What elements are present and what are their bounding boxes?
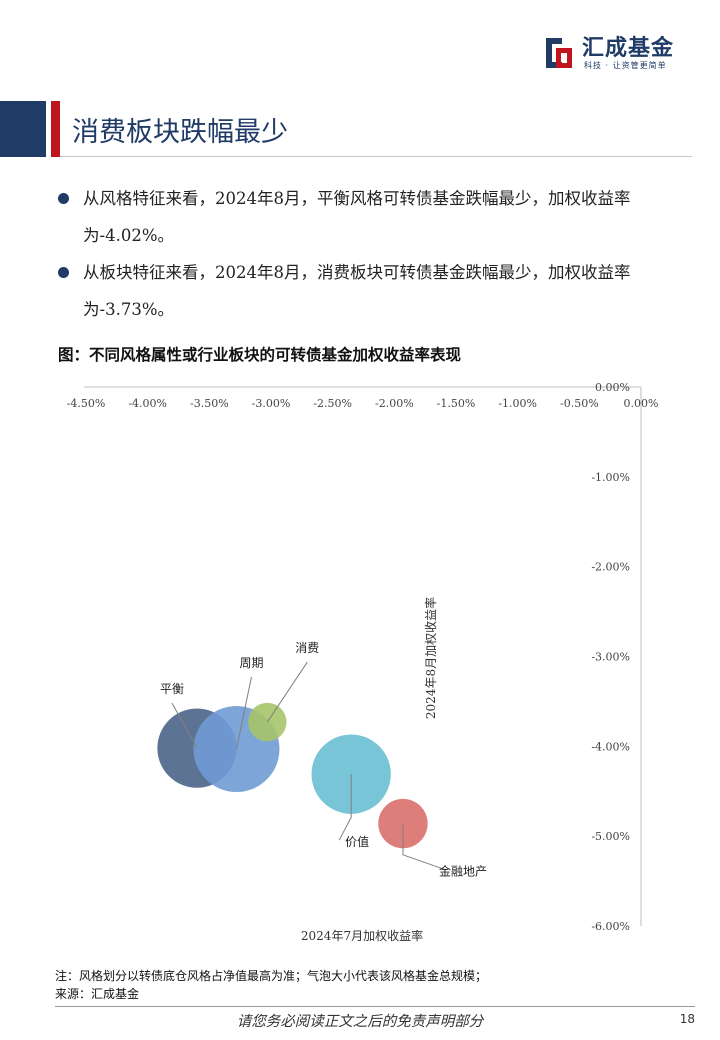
- bubble-data-label: 周期: [239, 656, 263, 670]
- bubble-data-label: 价值: [345, 834, 369, 849]
- title-divider: [60, 156, 692, 157]
- bullet-text: 从风格特征来看，2024年8月，平衡风格可转债基金跌幅最少，加权收益率为-4.0…: [83, 189, 631, 245]
- page-number: 18: [679, 1012, 695, 1026]
- y-tick-label: -2.00%: [591, 561, 630, 574]
- bullet-item: 从风格特征来看，2024年8月，平衡风格可转债基金跌幅最少，加权收益率为-4.0…: [55, 180, 680, 254]
- x-tick-label: -4.00%: [128, 397, 167, 410]
- leader-line: [338, 774, 352, 841]
- figure-title: 图：不同风格属性或行业板块的可转债基金加权收益率表现: [58, 346, 462, 364]
- bullet-dot-icon: [58, 193, 69, 204]
- chart-note: 注：风格划分以转债底仓风格占净值最高为准；气泡大小代表该风格基金总规模；: [55, 969, 488, 983]
- leader-line: [171, 702, 198, 749]
- brand-logo: 汇成基金 科技 · 让资管更简单: [542, 30, 682, 74]
- leader-line: [266, 661, 308, 723]
- x-tick-label: -0.50%: [560, 397, 599, 410]
- title-accent-navy: [0, 101, 46, 157]
- chart-source: 来源：汇成基金: [55, 987, 140, 1001]
- logo-slogan: 科技 · 让资管更简单: [584, 61, 667, 70]
- y-tick-label: -4.00%: [591, 740, 630, 753]
- title-accent-red: [51, 101, 60, 157]
- y-tick-label: -3.00%: [591, 651, 630, 664]
- bubble-4: [378, 798, 428, 849]
- x-tick-label: -2.00%: [375, 397, 414, 410]
- bullet-dot-icon: [58, 267, 69, 278]
- x-tick-label: 0.00%: [624, 397, 659, 410]
- y-tick-label: -6.00%: [591, 920, 630, 933]
- x-tick-label: -3.50%: [190, 397, 229, 410]
- bubble-chart: -4.50% -4.00% -3.50% -3.00% -2.50% -2.00% -1.5…: [67, 381, 659, 943]
- footer-disclaimer: 请您务必阅读正文之后的免责声明部分: [236, 1014, 484, 1030]
- logo-name: 汇成基金: [582, 36, 675, 61]
- bubble-data-label: 消费: [295, 641, 319, 655]
- bullet-list: 从风格特征来看，2024年8月，平衡风格可转债基金跌幅最少，加权收益率为-4.0…: [55, 180, 680, 328]
- hcfund-logo-icon: [546, 38, 572, 68]
- x-tick-label: -1.00%: [498, 397, 537, 410]
- x-tick-label: -2.50%: [313, 397, 352, 410]
- y-tick-label: 0.00%: [595, 381, 630, 394]
- y-tick-label: -1.00%: [591, 471, 630, 484]
- leader-line: [402, 823, 446, 871]
- bubble-data-label: 平衡: [160, 682, 184, 696]
- bullet-text: 从板块特征来看，2024年8月，消费板块可转债基金跌幅最少，加权收益率为-3.7…: [83, 263, 631, 319]
- footer-divider: [55, 1006, 695, 1007]
- x-tick-label: -3.00%: [252, 397, 291, 410]
- x-axis-title: 2024年7月加权收益率: [301, 928, 423, 943]
- leader-line: [235, 676, 252, 750]
- bubble-data-label: 金融地产: [439, 864, 487, 879]
- x-tick-label: -1.50%: [437, 397, 476, 410]
- y-axis-title: 2024年8月加权收益率: [423, 597, 438, 719]
- y-tick-label: -5.00%: [591, 830, 630, 843]
- bullet-item: 从板块特征来看，2024年8月，消费板块可转债基金跌幅最少，加权收益率为-3.7…: [55, 254, 680, 328]
- section-title: 消费板块跌幅最少: [72, 117, 288, 148]
- bubble-3: [311, 734, 391, 814]
- x-tick-label: -4.50%: [67, 397, 106, 410]
